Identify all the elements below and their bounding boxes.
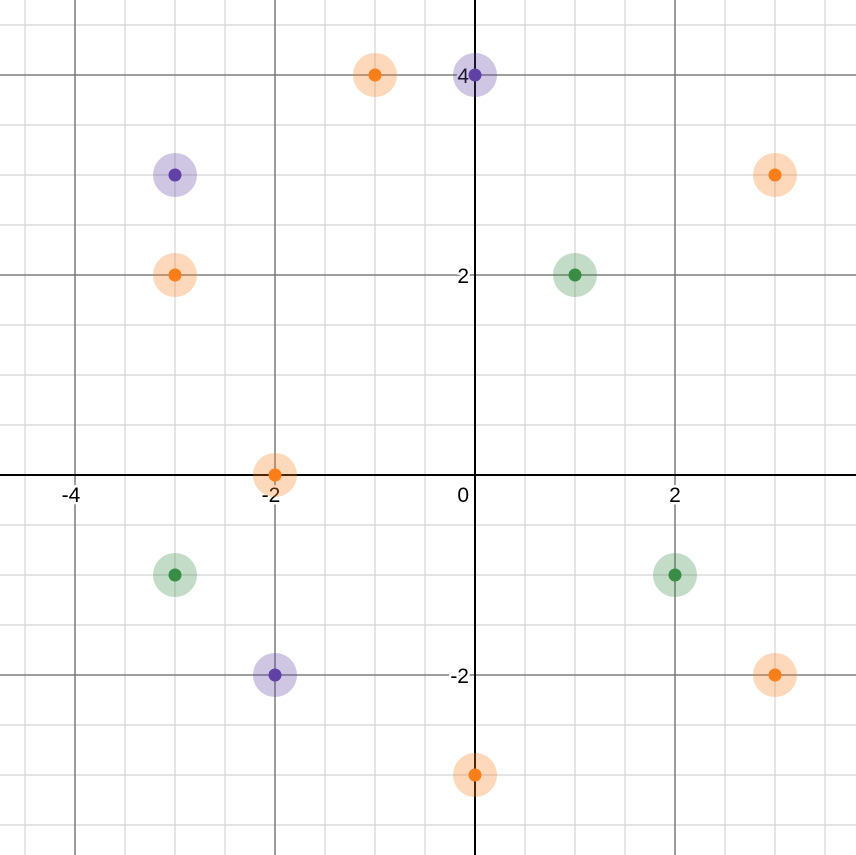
- point[interactable]: [668, 568, 682, 582]
- x-tick-label: 2: [669, 484, 681, 507]
- point[interactable]: [268, 468, 282, 482]
- x-tick-label-halo: -2: [262, 484, 281, 507]
- origin-label-halo: 0: [457, 484, 469, 507]
- y-tick-label-halo: 4: [457, 65, 469, 88]
- x-tick-label: -2: [262, 484, 281, 507]
- point[interactable]: [168, 168, 182, 182]
- point[interactable]: [368, 68, 382, 82]
- y-tick-label: 2: [457, 265, 469, 288]
- y-tick-label-halo: 2: [457, 265, 469, 288]
- point[interactable]: [768, 668, 782, 682]
- origin-label: 0: [457, 484, 469, 507]
- x-tick-label-halo: -4: [62, 484, 81, 507]
- x-tick-label-halo: 2: [669, 484, 681, 507]
- point[interactable]: [168, 268, 182, 282]
- y-tick-label-halo: -2: [450, 665, 469, 688]
- point[interactable]: [468, 68, 482, 82]
- points-layer[interactable]: [153, 53, 797, 797]
- y-tick-label: 4: [457, 65, 469, 88]
- point[interactable]: [468, 768, 482, 782]
- point[interactable]: [568, 268, 582, 282]
- point[interactable]: [268, 668, 282, 682]
- y-tick-label: -2: [450, 665, 469, 688]
- point[interactable]: [768, 168, 782, 182]
- point[interactable]: [168, 568, 182, 582]
- x-tick-label: -4: [62, 484, 81, 507]
